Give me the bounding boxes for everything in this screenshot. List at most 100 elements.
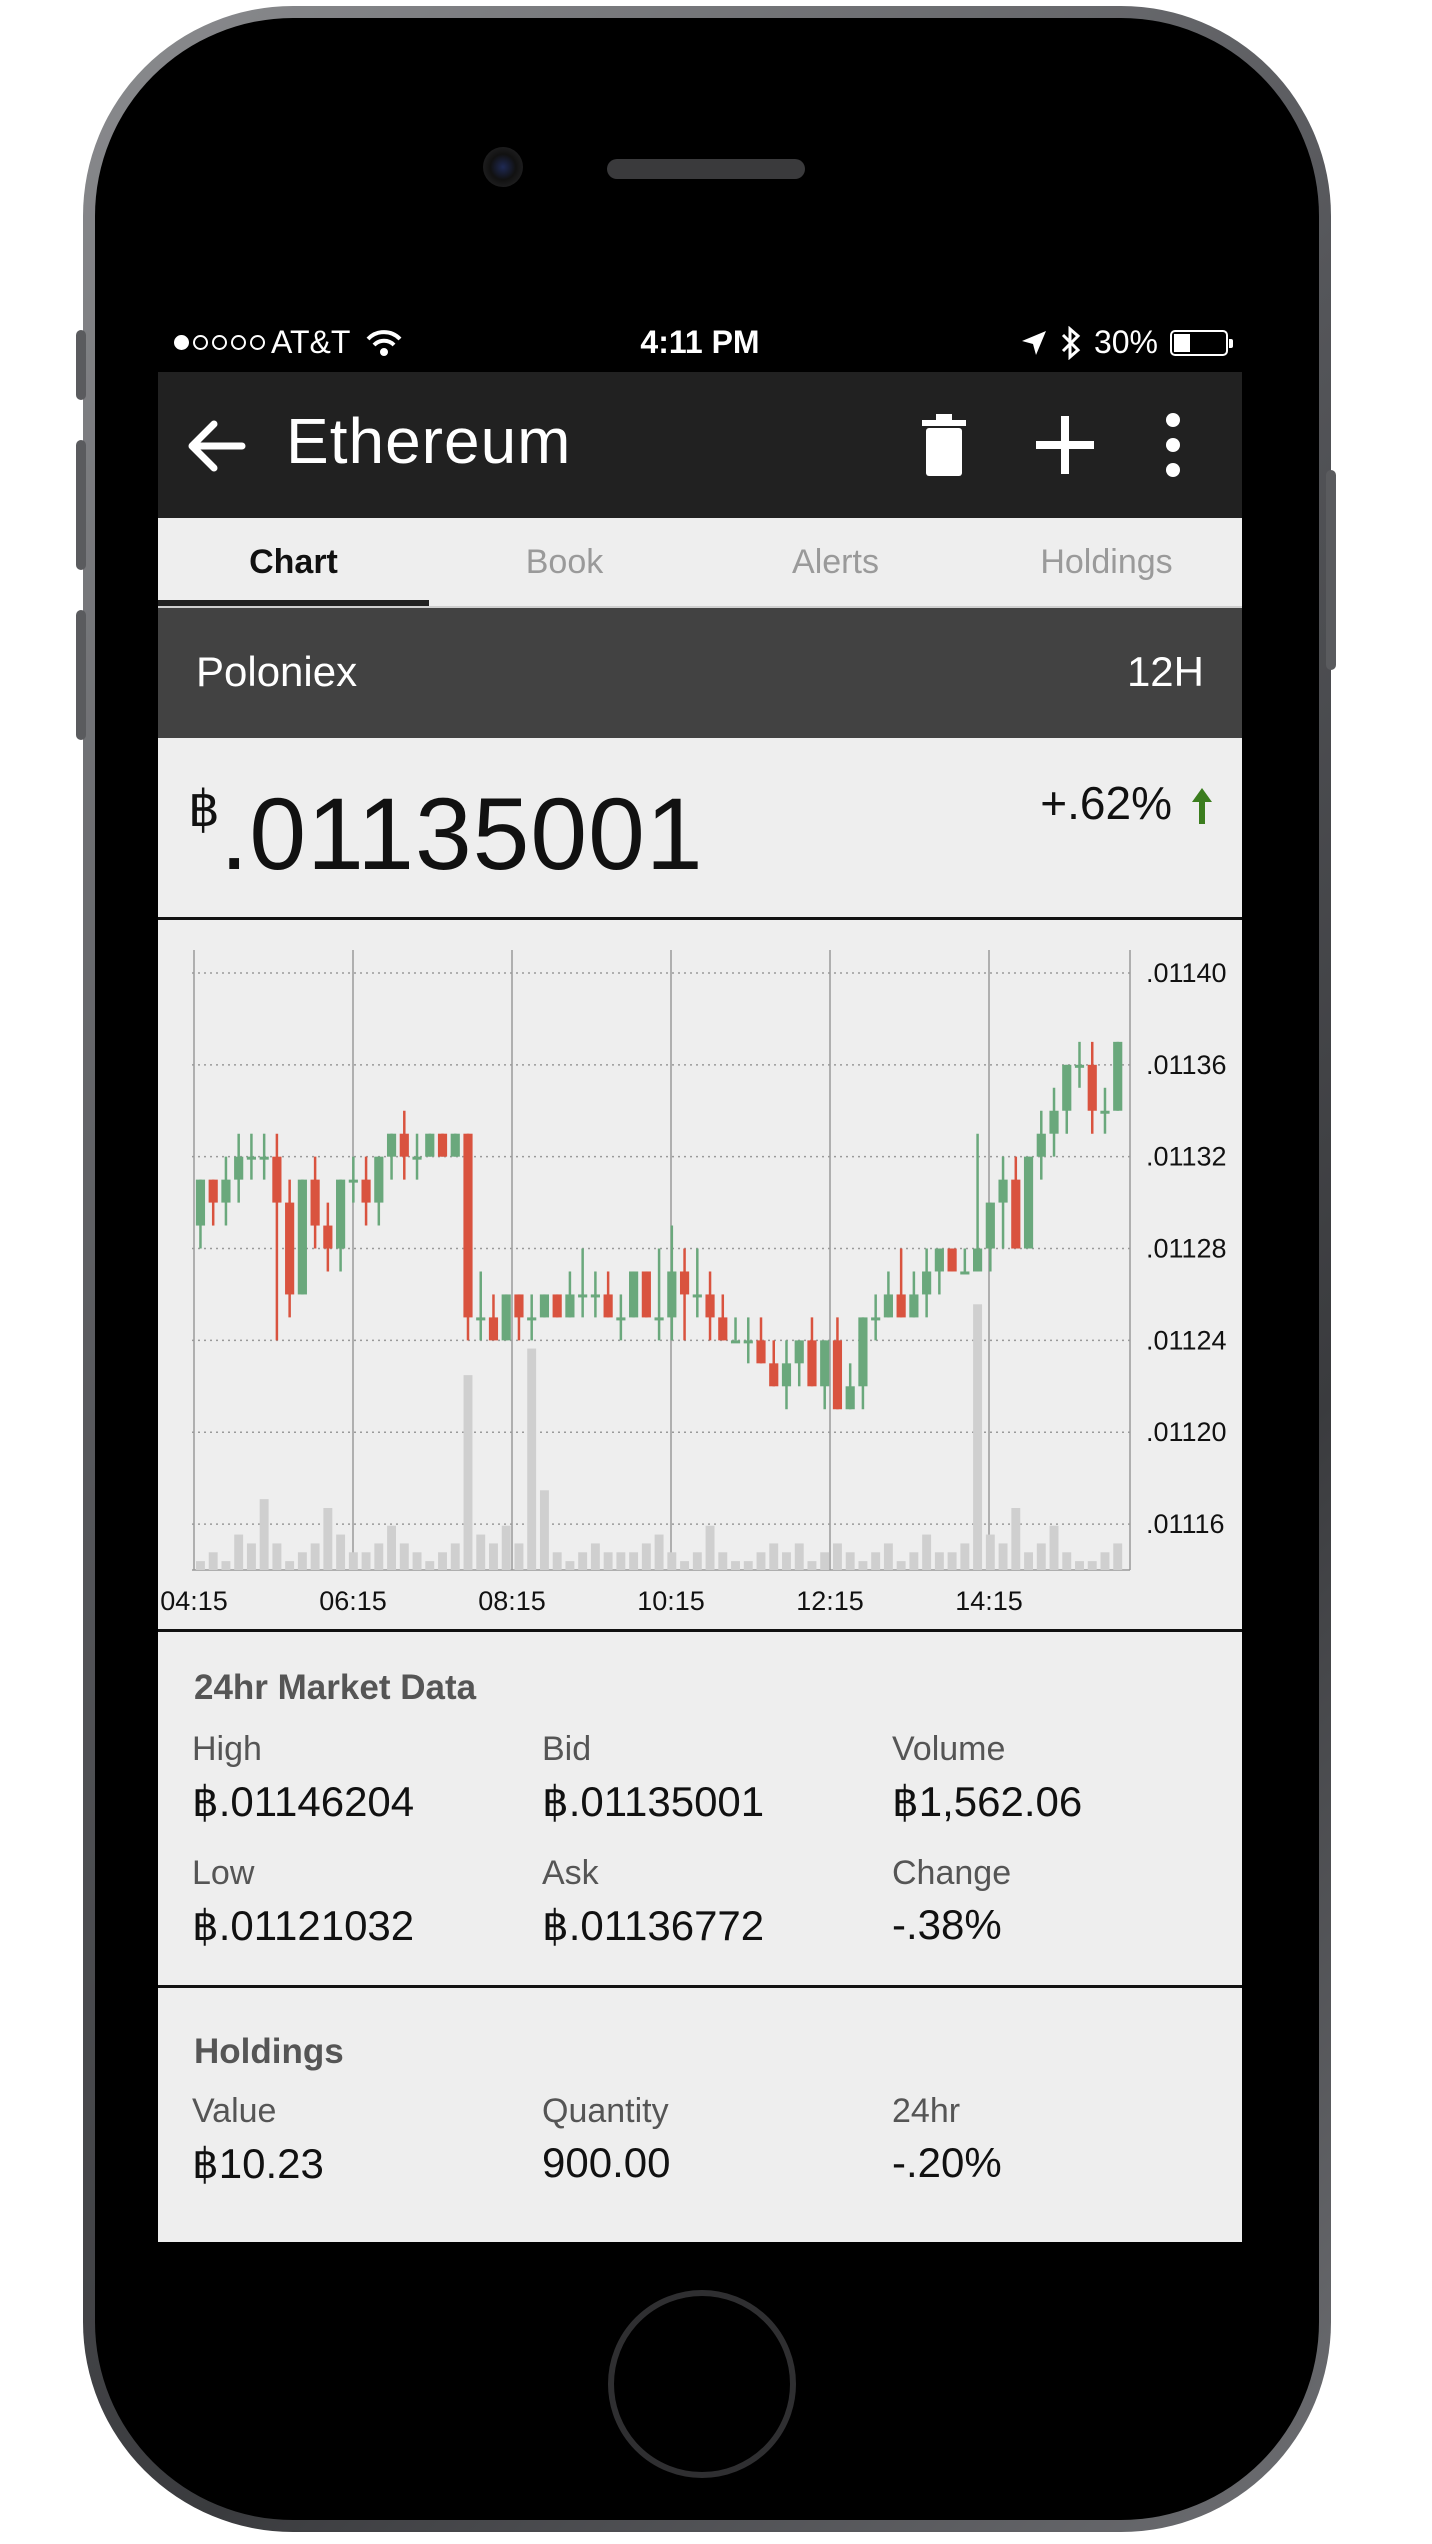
tab-alerts[interactable]: Alerts xyxy=(792,543,879,581)
wifi-icon xyxy=(366,329,402,356)
volume-bar xyxy=(297,1552,307,1570)
ask-value: ฿.01136772 xyxy=(542,1902,765,1949)
volume-bar xyxy=(807,1561,817,1570)
holding-change-cell: 24hr -.20% xyxy=(892,2092,1232,2187)
price-panel: ฿ .01135001 +.62% xyxy=(158,738,1242,920)
change-value: -.38% xyxy=(892,1901,1002,1948)
candle-up xyxy=(667,1271,677,1318)
candle-up xyxy=(527,1317,537,1321)
candle-up xyxy=(922,1271,932,1295)
volume-bar xyxy=(399,1543,409,1570)
low-label: Low xyxy=(192,1854,255,1892)
volume-bar xyxy=(246,1543,256,1570)
tab-book[interactable]: Book xyxy=(525,543,604,581)
volume-bar xyxy=(259,1499,269,1570)
tab-holdings[interactable]: Holdings xyxy=(1040,543,1173,581)
volume-bar xyxy=(489,1543,498,1570)
candle-up xyxy=(692,1294,702,1298)
candle-up xyxy=(934,1248,944,1272)
candle-up xyxy=(1023,1156,1034,1249)
battery-percent: 30% xyxy=(1093,324,1158,360)
screen: AT&T 4:11 PM 30% Ethereum xyxy=(158,314,1242,2242)
candle-down xyxy=(603,1294,613,1318)
candle-down xyxy=(514,1294,524,1318)
y-tick-label: .01120 xyxy=(1146,1417,1227,1447)
x-tick-label: 10:15 xyxy=(637,1586,705,1616)
price-chart[interactable]: .01140 .01136 .01132 .01128 .01124 .01120 .011… xyxy=(158,920,1242,1632)
earpiece-speaker xyxy=(607,159,805,179)
holding-value-label: Value xyxy=(192,2092,277,2130)
exchange-name: Poloniex xyxy=(196,648,358,695)
candle-down xyxy=(705,1294,715,1318)
exchange-bar[interactable]: Poloniex 12H xyxy=(158,608,1242,738)
candle-up xyxy=(794,1340,804,1364)
tab-bar: Chart Book Alerts Holdings xyxy=(158,518,1242,608)
market-data-title: 24hr Market Data xyxy=(194,1668,477,1707)
back-arrow-icon[interactable] xyxy=(184,414,248,478)
app-bar: Ethereum xyxy=(158,372,1242,518)
volume-bar xyxy=(272,1543,282,1570)
power-button xyxy=(1326,470,1336,670)
volume-bar xyxy=(348,1552,358,1570)
volume-bar xyxy=(387,1525,397,1570)
volume-bar xyxy=(323,1508,333,1570)
candle-down xyxy=(208,1179,218,1203)
candle-up xyxy=(1049,1110,1059,1134)
volume-bar xyxy=(1049,1525,1059,1570)
volume-cell: Volume ฿1,562.06 xyxy=(892,1730,1232,1826)
chart-period[interactable]: 12H xyxy=(1126,648,1204,695)
candle-up xyxy=(412,1156,422,1160)
holding-quantity-cell: Quantity 900.00 xyxy=(542,2092,882,2187)
y-tick-label: .01128 xyxy=(1146,1234,1227,1264)
home-button[interactable] xyxy=(608,2290,796,2478)
volume-value: ฿1,562.06 xyxy=(892,1778,1083,1825)
candle-up xyxy=(348,1179,358,1183)
candle-up xyxy=(985,1202,995,1249)
candle-up xyxy=(616,1317,626,1321)
volume-bar xyxy=(680,1561,690,1570)
candle-up xyxy=(1036,1133,1046,1157)
candle-down xyxy=(896,1294,906,1318)
tab-chart[interactable]: Chart xyxy=(249,543,338,581)
candle-up xyxy=(858,1317,868,1387)
candle-up xyxy=(1062,1064,1072,1111)
status-bar: AT&T 4:11 PM 30% xyxy=(158,314,1242,372)
trash-icon[interactable] xyxy=(920,412,968,478)
change-label: Change xyxy=(892,1854,1012,1892)
price-change: +.62% xyxy=(1040,777,1172,829)
candle-up xyxy=(654,1317,664,1321)
active-tab-indicator xyxy=(158,600,429,606)
candle-down xyxy=(947,1248,957,1272)
candle-down xyxy=(399,1133,409,1157)
holding-change: -.20% xyxy=(892,2139,1002,2186)
candle-down xyxy=(285,1202,295,1295)
holdings-section: Holdings Value ฿10.23 Quantity 900.00 24… xyxy=(158,1988,1242,2242)
candle-up xyxy=(221,1179,231,1203)
volume-bar xyxy=(667,1552,677,1570)
y-tick-label: .01140 xyxy=(1146,958,1227,988)
volume-bar xyxy=(896,1561,906,1570)
volume-bar xyxy=(578,1552,588,1570)
candle-up xyxy=(425,1133,435,1157)
candle-up xyxy=(259,1156,269,1160)
volume-bar xyxy=(1024,1552,1033,1570)
x-tick-label: 12:15 xyxy=(796,1586,864,1616)
volume-bar xyxy=(820,1552,830,1570)
candle-up xyxy=(743,1340,753,1344)
candlestick-chart: .01140 .01136 .01132 .01128 .01124 .01120 .011… xyxy=(160,950,1227,1616)
volume-bar xyxy=(922,1534,932,1570)
volume-bar xyxy=(883,1543,893,1570)
candle-up xyxy=(539,1294,550,1318)
more-vert-icon[interactable] xyxy=(1162,412,1184,478)
volume-bar xyxy=(603,1552,613,1570)
candle-down xyxy=(1087,1064,1097,1111)
volume-bar xyxy=(705,1525,715,1570)
plus-icon[interactable] xyxy=(1034,412,1096,478)
volume-bar xyxy=(221,1561,231,1570)
volume-bar xyxy=(438,1552,447,1570)
candle-down xyxy=(718,1317,728,1341)
candle-up xyxy=(450,1133,460,1157)
candle-up xyxy=(234,1156,244,1180)
volume-bar xyxy=(794,1543,804,1570)
candle-down xyxy=(552,1294,562,1318)
